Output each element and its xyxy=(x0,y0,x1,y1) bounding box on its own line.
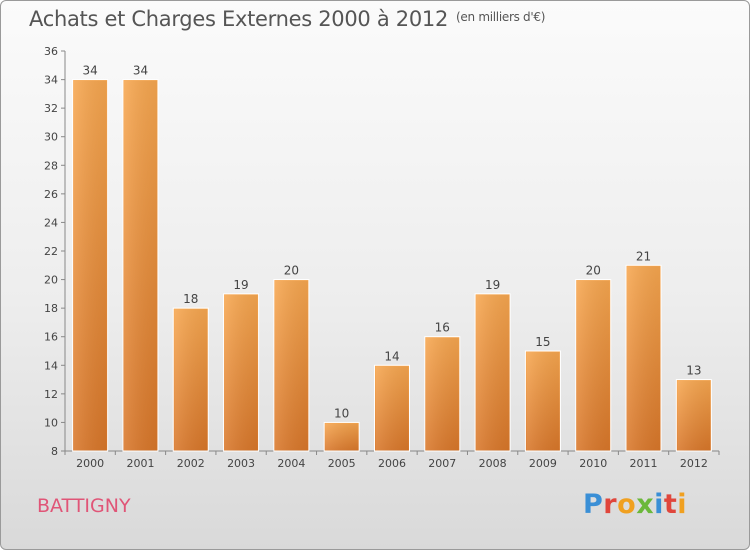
y-tick-label: 26 xyxy=(44,188,58,201)
bar-shade xyxy=(627,266,661,451)
logo-letter: i xyxy=(654,489,664,520)
value-label-2006: 14 xyxy=(384,349,399,363)
x-tick-label-2009: 2009 xyxy=(529,457,557,470)
value-label-2002: 18 xyxy=(183,292,198,306)
bar-shade xyxy=(224,294,258,451)
y-tick-label: 30 xyxy=(44,131,58,144)
bar-shade xyxy=(274,280,308,451)
bar-shade xyxy=(325,423,359,451)
x-axis: 2000 2001 2002 2003 2004 2005 2006 2007 2008 2009… xyxy=(64,450,720,470)
x-tick-label-2003: 2003 xyxy=(227,457,255,470)
value-label-2005: 10 xyxy=(334,406,349,420)
x-tick-label-2006: 2006 xyxy=(378,457,406,470)
y-tick-label: 18 xyxy=(44,302,58,315)
x-tick-label-2000: 2000 xyxy=(76,457,104,470)
bars: 34 34 18 19 20 10 14 16 19 15 20 21 13 xyxy=(72,64,712,452)
value-label-2001: 34 xyxy=(133,64,148,78)
value-label-2000: 34 xyxy=(83,64,98,78)
x-tick-label-2004: 2004 xyxy=(277,457,305,470)
y-tick-label: 14 xyxy=(44,359,58,372)
x-tick-label-2010: 2010 xyxy=(579,457,607,470)
logo-letter: o xyxy=(617,489,637,520)
bar-shade xyxy=(576,280,610,451)
y-tick-label: 16 xyxy=(44,331,58,344)
bar-shade xyxy=(425,337,459,451)
y-tick-label: 20 xyxy=(44,274,58,287)
commune-name: BATTIGNY xyxy=(37,495,131,517)
value-label-2007: 16 xyxy=(435,321,450,335)
value-label-2004: 20 xyxy=(284,264,299,278)
y-axis: 8 10 12 14 16 18 20 22 24 26 28 30 32 34 36 xyxy=(44,45,66,458)
bar-shade xyxy=(174,309,208,451)
bar-shade xyxy=(476,294,510,451)
logo-letter: P xyxy=(583,489,604,520)
bar-shade xyxy=(73,80,107,452)
value-label-2012: 13 xyxy=(686,364,701,378)
value-label-2011: 21 xyxy=(636,249,651,263)
y-tick-label: 34 xyxy=(44,74,58,87)
x-tick-label-2007: 2007 xyxy=(428,457,456,470)
logo-letter: r xyxy=(603,489,618,520)
y-tick-label: 32 xyxy=(44,102,58,115)
y-tick-label: 22 xyxy=(44,245,58,258)
bar-shade xyxy=(526,352,560,451)
y-tick-label: 28 xyxy=(44,159,58,172)
x-tick-label-2008: 2008 xyxy=(479,457,507,470)
x-tick-label-2005: 2005 xyxy=(328,457,356,470)
y-tick-label: 24 xyxy=(44,216,58,229)
title-unit: (en milliers d'€) xyxy=(456,10,546,24)
logo-letter: i xyxy=(677,489,688,520)
chart-title: Achats et Charges Externes 2000 à 2012 (e… xyxy=(29,7,545,31)
bar-shade xyxy=(375,366,409,451)
logo-letter: t xyxy=(663,489,678,520)
x-tick-label-2001: 2001 xyxy=(126,457,154,470)
value-label-2009: 15 xyxy=(535,335,550,349)
value-label-2003: 19 xyxy=(233,278,248,292)
y-tick-label: 12 xyxy=(44,388,58,401)
value-label-2010: 20 xyxy=(586,264,601,278)
y-tick-label: 10 xyxy=(44,416,58,429)
logo-letter: x xyxy=(636,489,655,520)
title-text: Achats et Charges Externes 2000 à 2012 xyxy=(29,7,449,31)
y-tick-label: 36 xyxy=(44,45,58,58)
proxiti-logo: Proxiti xyxy=(583,489,687,520)
y-tick-label: 8 xyxy=(51,445,58,458)
x-tick-label-2002: 2002 xyxy=(177,457,205,470)
x-tick-label-2011: 2011 xyxy=(630,457,658,470)
value-label-2008: 19 xyxy=(485,278,500,292)
bar-shade xyxy=(123,80,157,452)
x-tick-label-2012: 2012 xyxy=(680,457,708,470)
bar-shade xyxy=(677,380,711,451)
